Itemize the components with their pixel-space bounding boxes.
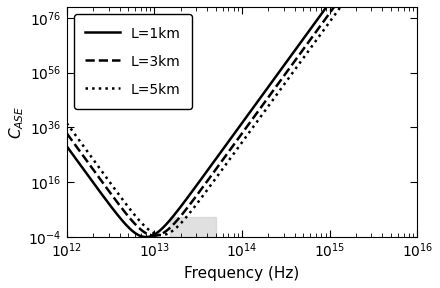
L=1km [299, 39, 304, 43]
Y-axis label: $C_{ASE}$: $C_{ASE}$ [7, 105, 26, 139]
L=3km [334, 3, 339, 6]
L=1km [354, 3, 359, 6]
L=3km [201, 184, 206, 187]
L=1km [64, 145, 70, 148]
Line: L=1km: L=1km [67, 4, 365, 237]
L=5km [209, 182, 214, 185]
Line: L=5km: L=5km [67, 4, 365, 235]
L=5km [299, 59, 304, 62]
L=3km [354, 3, 359, 6]
L=5km [79, 142, 84, 146]
L=3km [209, 173, 214, 177]
L=5km [340, 3, 345, 6]
L=3km [152, 234, 157, 238]
Bar [170, 217, 216, 237]
L=1km [209, 163, 214, 166]
L=3km [79, 153, 84, 156]
L=3km [299, 50, 304, 53]
Legend: L=1km, L=3km, L=5km: L=1km, L=3km, L=5km [74, 14, 192, 109]
Line: L=3km: L=3km [67, 4, 365, 236]
L=1km [362, 3, 367, 6]
L=3km [64, 132, 70, 135]
L=5km [159, 233, 164, 237]
L=1km [354, 3, 359, 6]
L=3km [362, 3, 367, 6]
L=1km [143, 235, 149, 239]
L=5km [354, 3, 359, 6]
L=1km [326, 3, 331, 6]
X-axis label: Frequency (Hz): Frequency (Hz) [184, 266, 300, 281]
L=1km [201, 174, 206, 177]
L=5km [201, 193, 206, 196]
L=3km [354, 3, 359, 6]
L=5km [64, 122, 70, 125]
L=1km [79, 166, 84, 169]
L=5km [362, 3, 367, 6]
L=5km [354, 3, 359, 6]
